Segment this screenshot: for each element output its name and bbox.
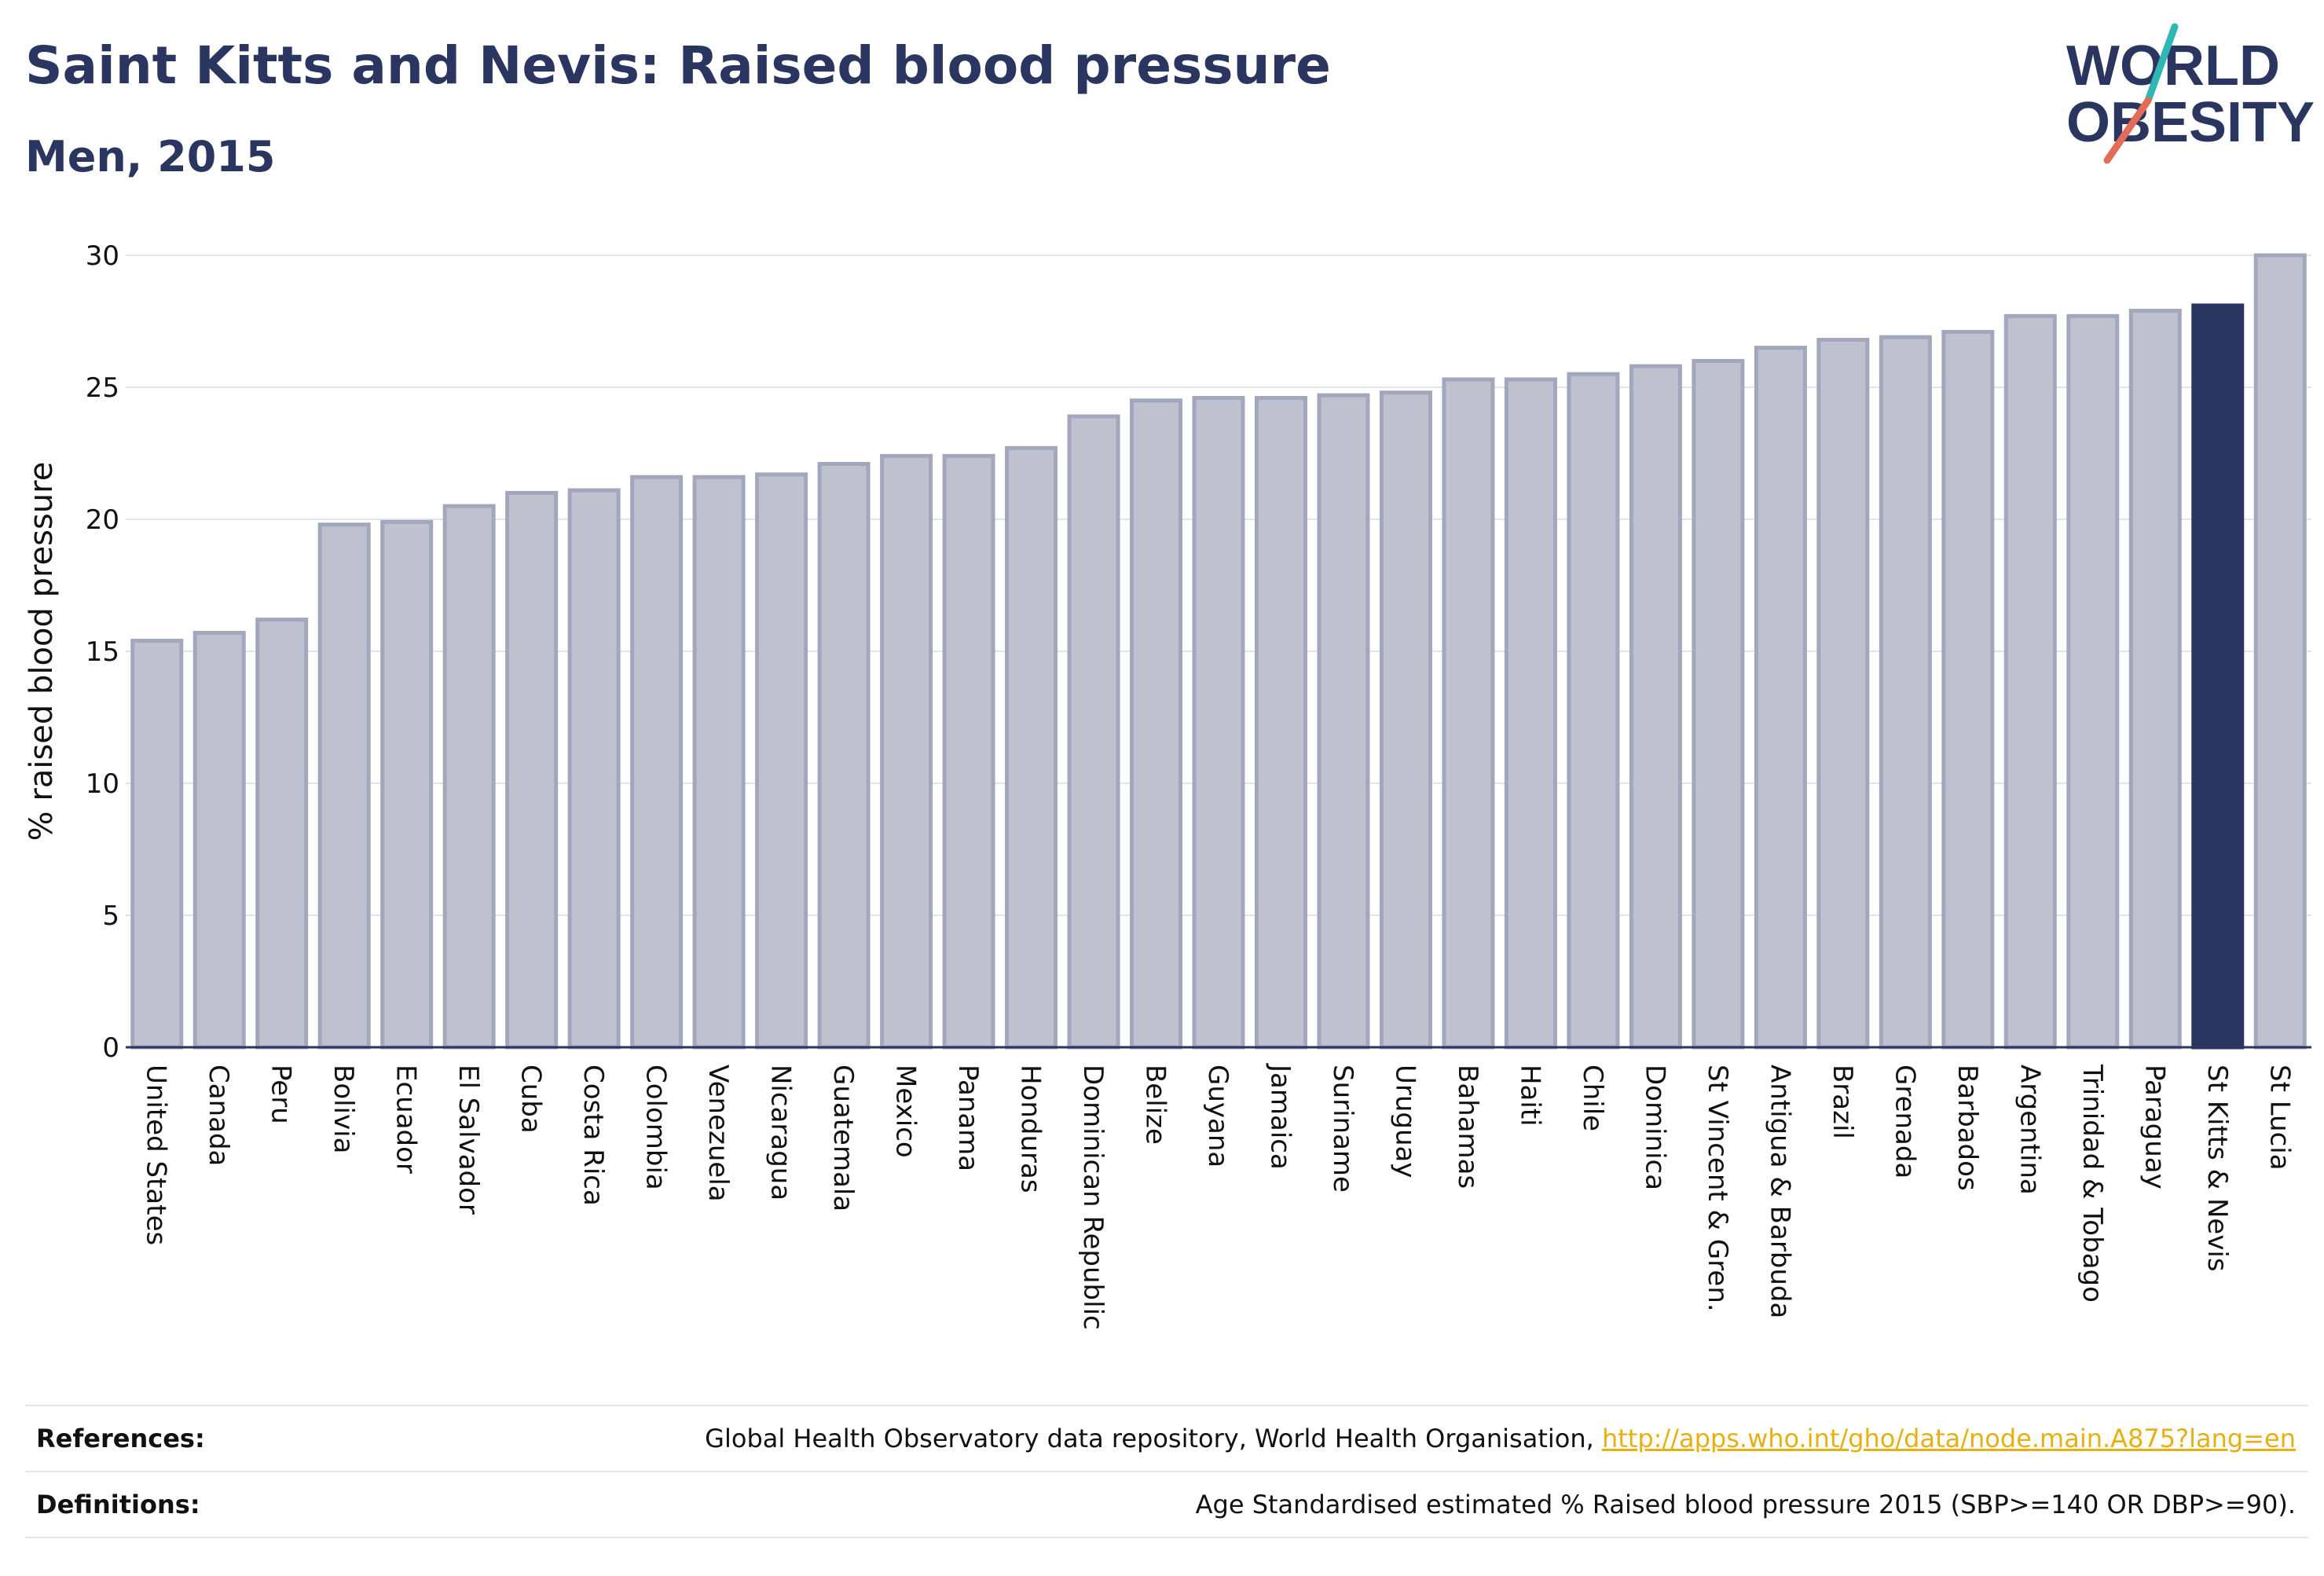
x-tick-label: Belize — [1140, 1065, 1171, 1145]
x-tick-label: Canada — [203, 1065, 234, 1166]
x-tick-label: Panama — [952, 1065, 984, 1171]
references-link[interactable]: http://apps.who.int/gho/data/node.main.A… — [1601, 1424, 2296, 1453]
logo-text-world: WORLD — [2066, 35, 2280, 97]
x-tick-label: Jamaica — [1264, 1063, 1296, 1170]
x-tick-label: St Kitts & Nevis — [2201, 1065, 2233, 1272]
bar — [1067, 414, 1120, 1050]
x-tick-label: Antigua & Barbuda — [1764, 1065, 1795, 1318]
y-tick-label: 15 — [86, 636, 119, 668]
bar — [1567, 372, 1620, 1050]
x-tick-label: Mexico — [890, 1065, 922, 1158]
bar — [942, 453, 995, 1050]
x-tick-label: Suriname — [1327, 1065, 1358, 1193]
bar — [692, 475, 746, 1050]
y-tick-label: 25 — [86, 372, 119, 404]
references-row: References: Global Health Observatory da… — [25, 1405, 2308, 1471]
y-tick-label: 10 — [86, 768, 119, 800]
x-tick-label: Barbados — [1952, 1065, 1983, 1191]
x-tick-label: El Salvador — [453, 1065, 484, 1215]
bar — [255, 618, 309, 1050]
chart-title: Saint Kitts and Nevis: Raised blood pres… — [25, 35, 1331, 96]
bar — [505, 490, 559, 1050]
y-tick-label: 20 — [86, 504, 119, 536]
chart-footer: References: Global Health Observatory da… — [25, 1405, 2308, 1538]
references-label: References: — [36, 1424, 205, 1453]
x-tick-label: Venezuela — [702, 1065, 734, 1202]
x-tick-label: Brazil — [1827, 1065, 1858, 1139]
bar — [567, 488, 621, 1050]
bar — [817, 461, 871, 1050]
x-tick-label: St Lucia — [2264, 1065, 2295, 1171]
y-tick-label: 5 — [102, 900, 119, 932]
x-tick-label: Colombia — [640, 1065, 672, 1190]
bar-chart: 0 5 10 15 20 25 30 United States Canada Peru Boliv… — [24, 240, 2311, 1330]
bar — [1005, 445, 1058, 1050]
bar — [1254, 395, 1307, 1050]
definitions-text: Age Standardised estimated % Raised bloo… — [1195, 1490, 2296, 1519]
bar — [1442, 377, 1495, 1050]
x-tick-label: Guyana — [1202, 1065, 1233, 1167]
x-tick-label: Trinidad & Tobago — [2077, 1064, 2108, 1303]
y-tick-label: 30 — [86, 240, 119, 272]
bar — [2003, 313, 2057, 1050]
bar — [1379, 390, 1432, 1050]
bar — [1941, 329, 1995, 1050]
bar — [2253, 253, 2307, 1050]
logo-slash-teal — [2144, 23, 2179, 104]
bar — [630, 475, 684, 1050]
bar — [130, 639, 184, 1050]
x-tick-label: Honduras — [1015, 1065, 1047, 1193]
bar — [1816, 338, 1870, 1050]
bar — [2191, 303, 2245, 1050]
x-tick-label: Bolivia — [328, 1065, 359, 1153]
x-tick-label: Ecuador — [390, 1065, 422, 1174]
x-tick-label: Cuba — [515, 1065, 547, 1134]
x-tick-label: Bahamas — [1452, 1065, 1483, 1189]
logo-text-obesity: OBESITY — [2066, 91, 2315, 154]
chart-subtitle: Men, 2015 — [25, 132, 276, 181]
bar — [1504, 377, 1557, 1050]
references-text: Global Health Observatory data repositor… — [705, 1424, 1594, 1453]
x-tick-label: St Vincent & Gren. — [1702, 1065, 1733, 1312]
bar — [2066, 313, 2120, 1050]
x-tick-label: Argentina — [2014, 1065, 2045, 1195]
x-tick-label: Uruguay — [1389, 1065, 1420, 1178]
bar — [1692, 358, 1745, 1050]
definitions-label: Definitions: — [36, 1490, 200, 1519]
bar — [880, 453, 933, 1050]
bar — [2128, 309, 2182, 1050]
bar — [1629, 364, 1682, 1050]
x-tick-label: Guatemala — [827, 1065, 859, 1211]
bar — [1192, 395, 1245, 1050]
y-axis-title: % raised blood pressure — [24, 462, 60, 841]
bar — [1754, 346, 1807, 1050]
logo-slash-coral — [2103, 97, 2152, 164]
x-tick-label: Grenada — [1889, 1065, 1920, 1178]
x-tick-label: Peru — [266, 1065, 297, 1124]
definitions-row: Definitions: Age Standardised estimated … — [25, 1471, 2308, 1538]
references-value: Global Health Observatory data repositor… — [705, 1424, 2308, 1453]
bar — [442, 504, 496, 1050]
x-tick-label: United States — [141, 1065, 172, 1245]
bar — [380, 519, 434, 1050]
bar — [317, 522, 371, 1050]
y-tick-label: 0 — [102, 1032, 119, 1064]
x-tick-label: Dominica — [1639, 1065, 1670, 1190]
x-tick-label: Paraguay — [2139, 1065, 2170, 1189]
bar — [755, 472, 808, 1050]
bar — [192, 630, 246, 1050]
x-tick-label: Dominican Republic — [1077, 1065, 1109, 1330]
bar — [1879, 335, 1932, 1050]
x-tick-label: Nicaragua — [765, 1065, 797, 1200]
x-tick-label: Haiti — [1514, 1065, 1545, 1127]
bar — [1130, 398, 1183, 1050]
world-obesity-logo: WORLD OBESITY — [2066, 23, 2315, 164]
bar — [1317, 393, 1370, 1050]
x-tick-label: Costa Rica — [577, 1065, 609, 1206]
x-tick-label: Chile — [1577, 1065, 1608, 1131]
